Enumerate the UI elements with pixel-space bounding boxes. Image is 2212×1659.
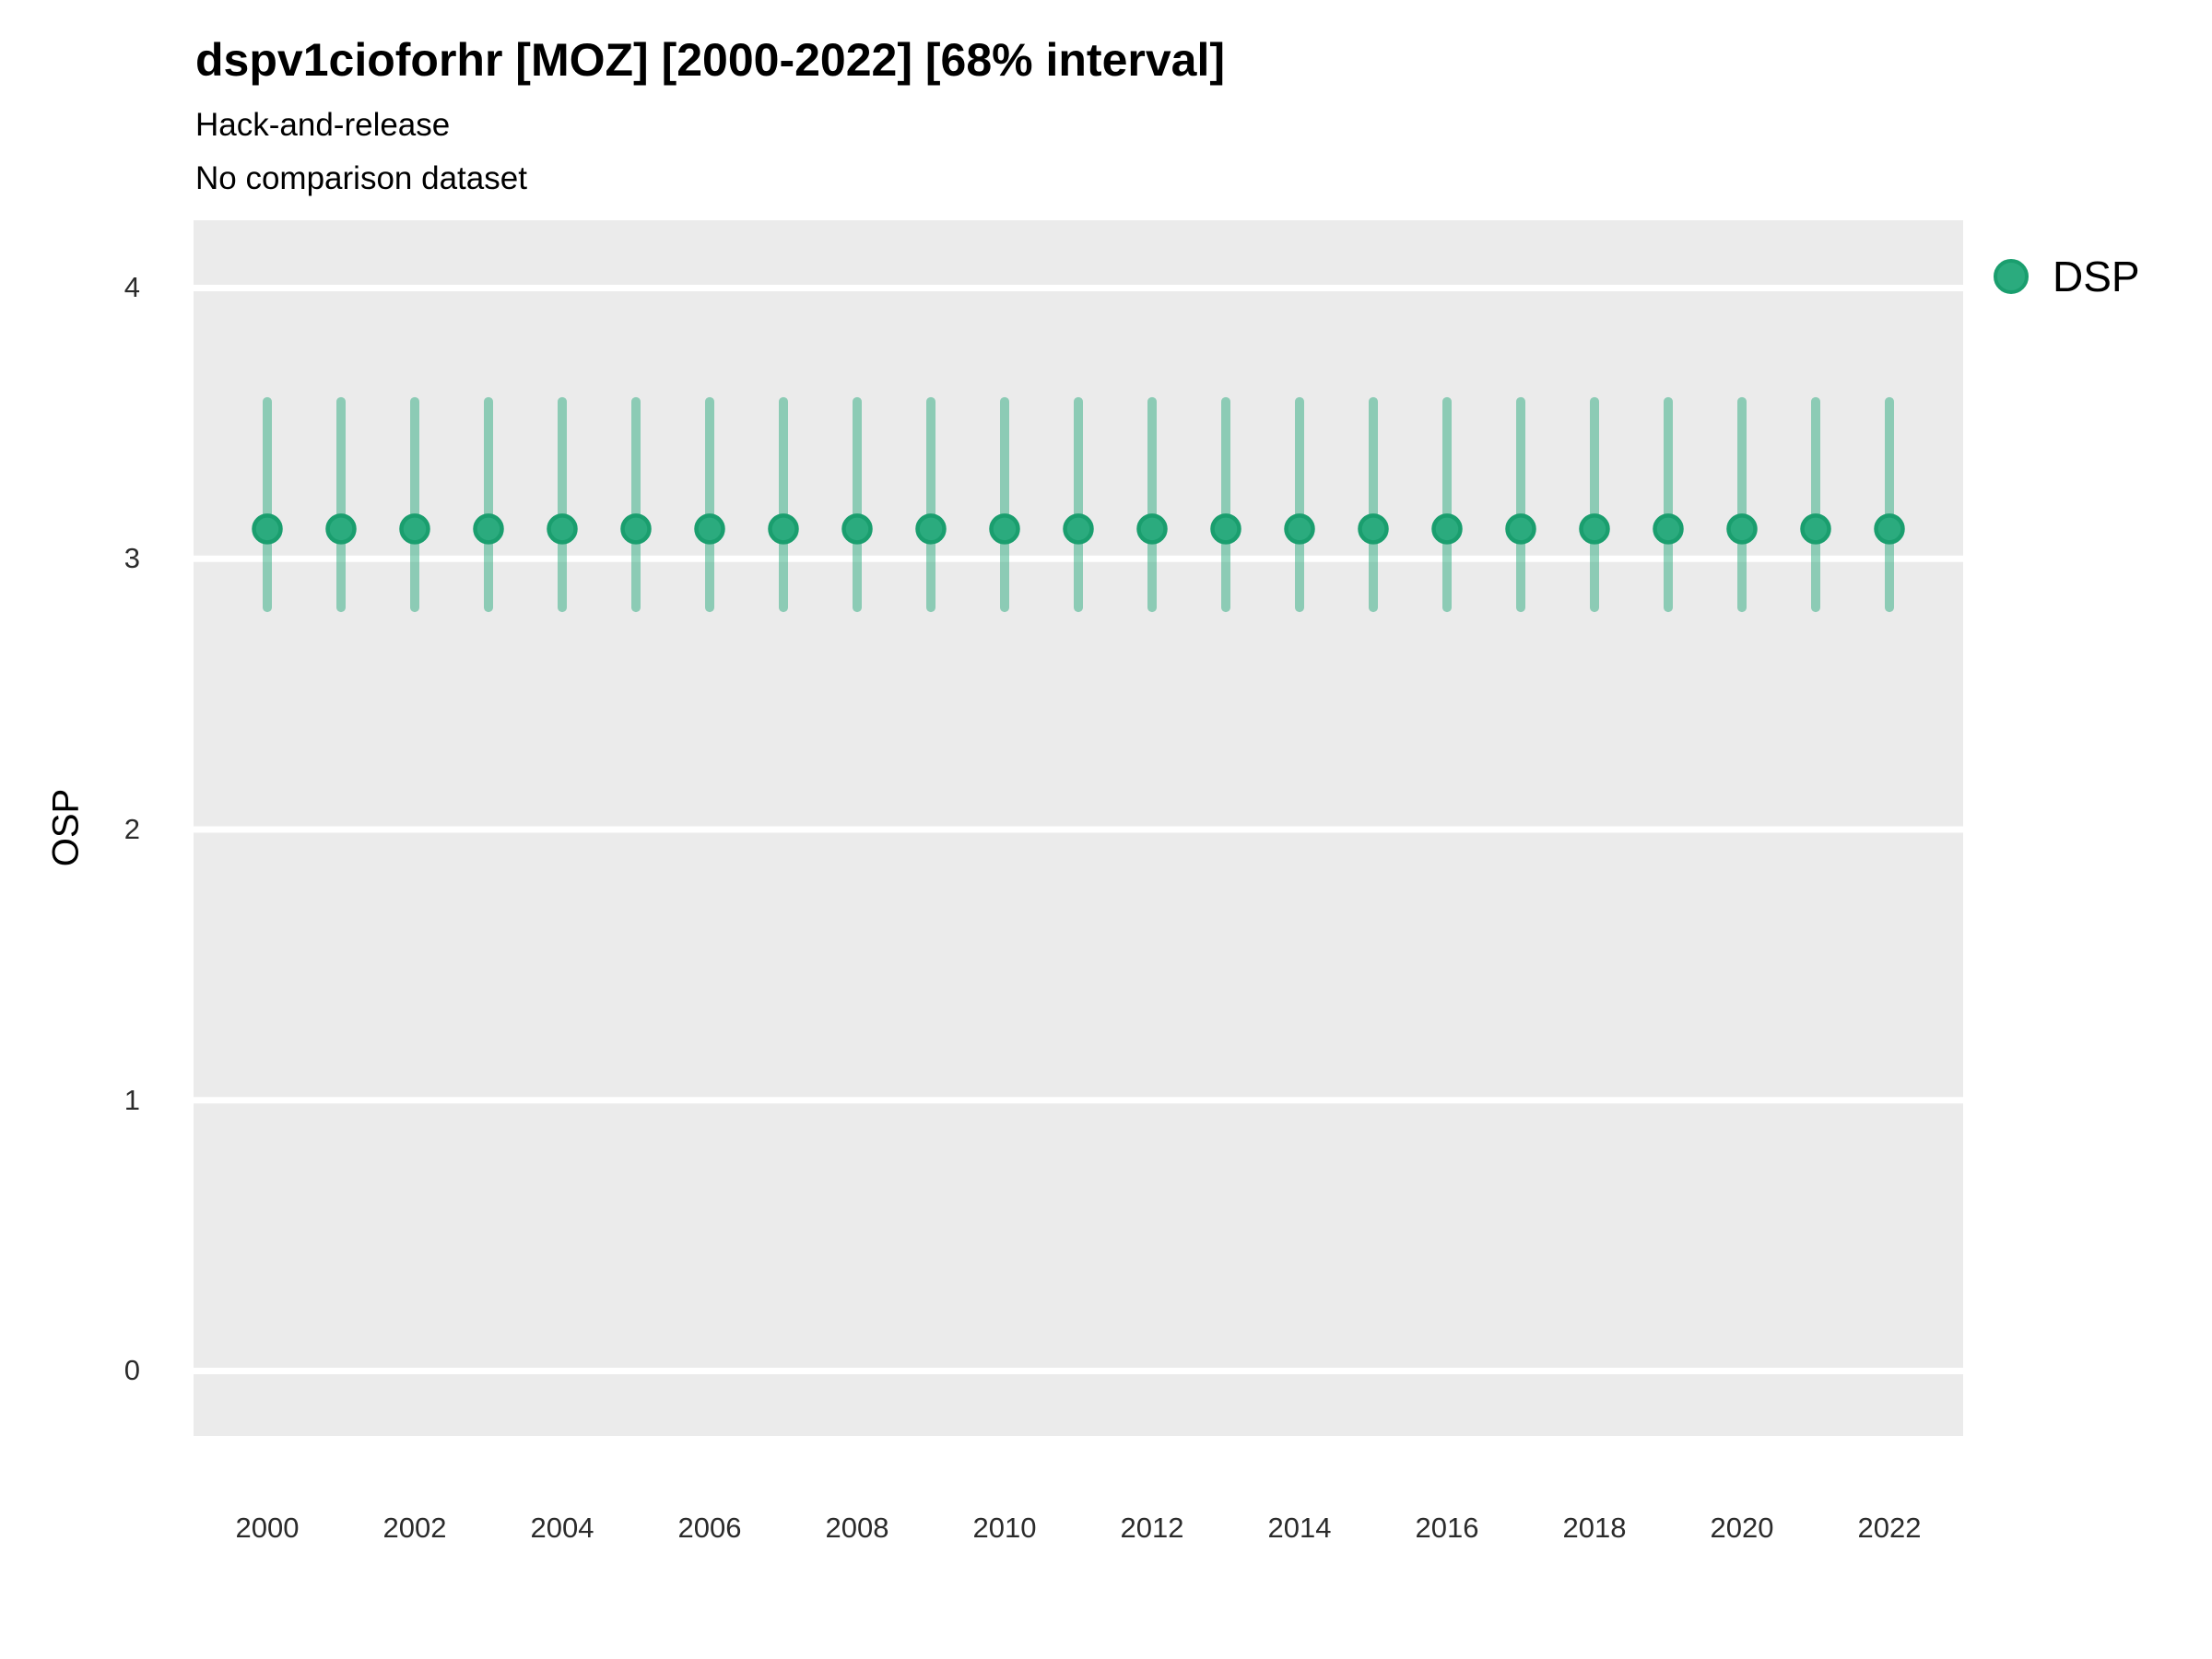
x-tick-label-2016: 2016 <box>1415 1512 1479 1544</box>
y-tick-label-2: 2 <box>124 812 140 845</box>
x-tick-label-2000: 2000 <box>235 1512 300 1544</box>
x-tick-label-2020: 2020 <box>1710 1512 1774 1544</box>
x-tick-label-2014: 2014 <box>1267 1512 1332 1544</box>
y-tick-label-1: 1 <box>124 1083 140 1116</box>
x-tick-label-2006: 2006 <box>677 1512 742 1544</box>
y-tick-label-0: 0 <box>124 1354 140 1387</box>
plot-panel <box>194 220 1963 1436</box>
x-tick-label-2010: 2010 <box>972 1512 1037 1544</box>
x-tick-label-2022: 2022 <box>1857 1512 1922 1544</box>
legend-dsp-marker-icon <box>1994 259 2029 294</box>
chart-title: dspv1cioforhr [MOZ] [2000-2022] [68% int… <box>195 34 1225 86</box>
legend-dsp-label: DSP <box>2053 253 2140 300</box>
chart-note: No comparison dataset <box>195 160 527 196</box>
y-tick-label-4: 4 <box>124 271 140 304</box>
x-tick-label-2012: 2012 <box>1120 1512 1184 1544</box>
chart-subtitle: Hack-and-release <box>195 107 451 143</box>
x-tick-label-2018: 2018 <box>1562 1512 1627 1544</box>
legend: DSP <box>1994 253 2140 300</box>
x-tick-label-2008: 2008 <box>825 1512 889 1544</box>
x-tick-label-2004: 2004 <box>530 1512 594 1544</box>
x-tick-label-2002: 2002 <box>382 1512 447 1544</box>
y-tick-label-3: 3 <box>124 542 140 575</box>
